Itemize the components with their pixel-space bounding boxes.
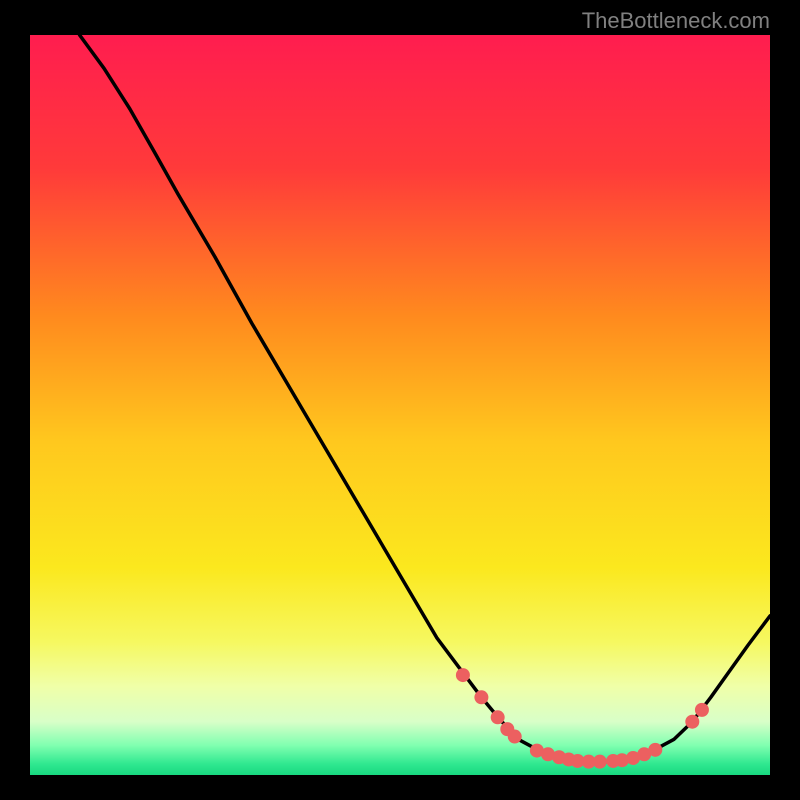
- data-marker: [593, 755, 607, 769]
- data-marker: [456, 668, 470, 682]
- data-marker: [491, 710, 505, 724]
- attribution-text: TheBottleneck.com: [582, 8, 770, 34]
- chart-container: TheBottleneck.com: [0, 0, 800, 800]
- data-marker: [695, 703, 709, 717]
- plot-area: [30, 35, 770, 775]
- chart-svg: [30, 35, 770, 775]
- data-marker: [508, 730, 522, 744]
- data-marker: [474, 690, 488, 704]
- data-marker: [648, 743, 662, 757]
- data-marker: [685, 715, 699, 729]
- gradient-background: [30, 35, 770, 775]
